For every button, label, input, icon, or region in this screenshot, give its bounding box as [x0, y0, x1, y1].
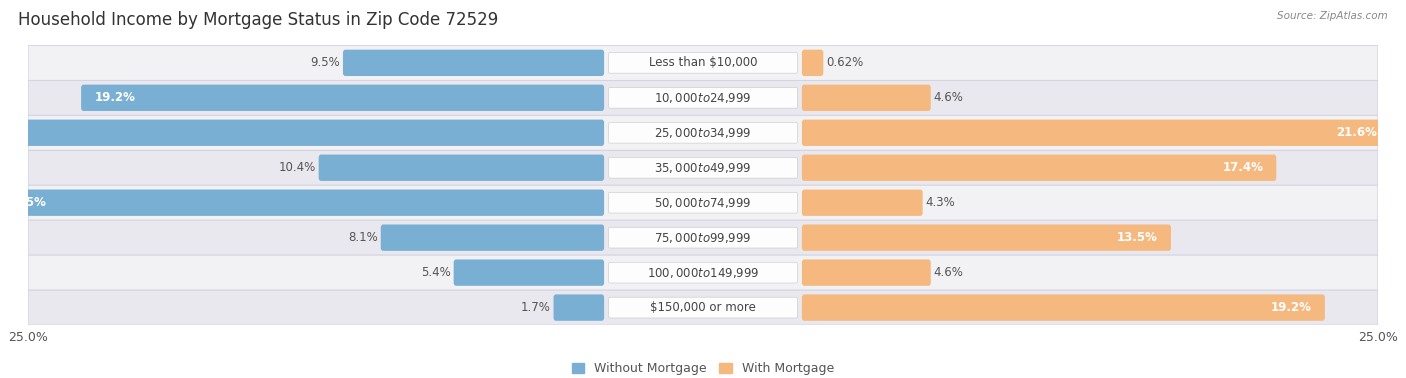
Text: 4.6%: 4.6%	[934, 266, 963, 279]
Text: 1.7%: 1.7%	[520, 301, 551, 314]
Text: 13.5%: 13.5%	[1116, 231, 1159, 244]
Text: Less than $10,000: Less than $10,000	[648, 56, 758, 69]
FancyBboxPatch shape	[801, 259, 931, 286]
FancyBboxPatch shape	[609, 87, 797, 108]
FancyBboxPatch shape	[319, 155, 605, 181]
Text: 9.5%: 9.5%	[311, 56, 340, 69]
FancyBboxPatch shape	[609, 53, 797, 73]
Text: $100,000 to $149,999: $100,000 to $149,999	[647, 266, 759, 280]
FancyBboxPatch shape	[609, 157, 797, 178]
FancyBboxPatch shape	[609, 262, 797, 283]
Text: 17.4%: 17.4%	[1222, 161, 1263, 174]
Text: 4.6%: 4.6%	[934, 91, 963, 104]
Text: 10.4%: 10.4%	[278, 161, 315, 174]
FancyBboxPatch shape	[0, 189, 605, 216]
Text: 0.62%: 0.62%	[827, 56, 863, 69]
FancyBboxPatch shape	[454, 259, 605, 286]
Text: $25,000 to $34,999: $25,000 to $34,999	[654, 126, 752, 140]
FancyBboxPatch shape	[801, 225, 1171, 251]
FancyBboxPatch shape	[801, 119, 1389, 146]
FancyBboxPatch shape	[28, 255, 1378, 290]
FancyBboxPatch shape	[801, 294, 1324, 321]
FancyBboxPatch shape	[554, 294, 605, 321]
Text: Household Income by Mortgage Status in Zip Code 72529: Household Income by Mortgage Status in Z…	[18, 11, 499, 29]
FancyBboxPatch shape	[609, 297, 797, 318]
Text: 19.2%: 19.2%	[94, 91, 135, 104]
FancyBboxPatch shape	[801, 155, 1277, 181]
FancyBboxPatch shape	[28, 290, 1378, 325]
FancyBboxPatch shape	[28, 45, 1378, 81]
FancyBboxPatch shape	[28, 81, 1378, 115]
FancyBboxPatch shape	[28, 220, 1378, 255]
FancyBboxPatch shape	[28, 115, 1378, 150]
FancyBboxPatch shape	[343, 50, 605, 76]
FancyBboxPatch shape	[801, 50, 824, 76]
Text: 8.1%: 8.1%	[347, 231, 378, 244]
Legend: Without Mortgage, With Mortgage: Without Mortgage, With Mortgage	[567, 357, 839, 378]
FancyBboxPatch shape	[28, 150, 1378, 185]
Text: $75,000 to $99,999: $75,000 to $99,999	[654, 231, 752, 245]
FancyBboxPatch shape	[609, 227, 797, 248]
Text: 4.3%: 4.3%	[925, 196, 956, 209]
FancyBboxPatch shape	[801, 85, 931, 111]
FancyBboxPatch shape	[381, 225, 605, 251]
FancyBboxPatch shape	[609, 192, 797, 213]
FancyBboxPatch shape	[801, 189, 922, 216]
Text: Source: ZipAtlas.com: Source: ZipAtlas.com	[1277, 11, 1388, 21]
Text: $50,000 to $74,999: $50,000 to $74,999	[654, 196, 752, 210]
FancyBboxPatch shape	[82, 85, 605, 111]
FancyBboxPatch shape	[0, 119, 605, 146]
Text: 19.2%: 19.2%	[1271, 301, 1312, 314]
Text: $10,000 to $24,999: $10,000 to $24,999	[654, 91, 752, 105]
FancyBboxPatch shape	[28, 185, 1378, 220]
Text: 22.5%: 22.5%	[6, 196, 46, 209]
Text: $35,000 to $49,999: $35,000 to $49,999	[654, 161, 752, 175]
FancyBboxPatch shape	[609, 122, 797, 143]
Text: $150,000 or more: $150,000 or more	[650, 301, 756, 314]
Text: 23.3%: 23.3%	[0, 126, 24, 139]
Text: 5.4%: 5.4%	[420, 266, 450, 279]
Text: 21.6%: 21.6%	[1336, 126, 1376, 139]
